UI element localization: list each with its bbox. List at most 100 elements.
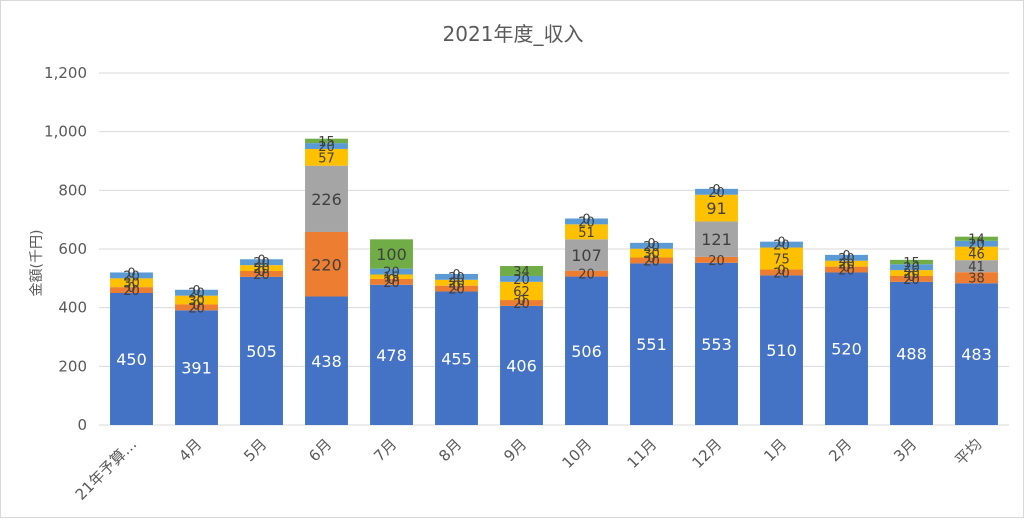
- data-label: 483: [961, 345, 992, 364]
- data-label: 30: [643, 247, 660, 262]
- bar-segment: [565, 276, 608, 425]
- data-label: 20: [773, 239, 790, 254]
- bar-segment: [565, 224, 608, 240]
- data-label: 450: [116, 350, 147, 369]
- gridlines: [99, 72, 1009, 426]
- y-tick-label: 1,000: [44, 123, 87, 141]
- data-label: 20: [448, 271, 465, 286]
- y-tick-label: 0: [77, 416, 87, 434]
- bar-segment: [695, 256, 738, 263]
- data-label: 488: [896, 344, 927, 363]
- bar-segment: [240, 276, 283, 425]
- bar-segment: [955, 272, 998, 284]
- bar-segment: [565, 239, 608, 271]
- data-label: 0: [647, 252, 655, 267]
- bar-segment: [955, 236, 998, 241]
- bar-segment: [760, 275, 803, 425]
- data-label: 20: [448, 277, 465, 292]
- data-label: 20: [643, 240, 660, 255]
- x-tick-label: 平均: [951, 435, 985, 469]
- data-label: 20: [383, 276, 400, 291]
- bar-segment: [955, 283, 998, 425]
- x-tick-label: 1月: [760, 435, 790, 465]
- bar-segment: [630, 242, 673, 249]
- x-tick-label: 11月: [623, 435, 660, 472]
- data-label: 20: [708, 254, 725, 269]
- data-label: 100: [376, 245, 407, 264]
- data-label: 51: [578, 226, 595, 241]
- data-label: 0: [257, 265, 265, 280]
- x-tick-label: 12月: [688, 435, 725, 472]
- data-label: 20: [448, 283, 465, 298]
- data-label: 505: [246, 342, 277, 361]
- bar-segment: [110, 293, 153, 425]
- data-label: 20: [903, 273, 920, 288]
- x-tick-label: 21年予算…: [72, 435, 141, 504]
- bar-segment: [370, 268, 413, 275]
- data-label: 0: [192, 284, 200, 299]
- data-label: 0: [907, 270, 915, 285]
- data-label: 20: [253, 262, 270, 277]
- x-tick-label: 2月: [825, 435, 855, 465]
- data-labels: 4502003020039120030200505200202004382202…: [116, 135, 992, 378]
- bar-segment: [890, 275, 933, 282]
- data-label: 15: [903, 256, 920, 271]
- y-axis-ticks: 0 200 400 600 800 1,000 1,200: [44, 64, 87, 434]
- data-label: 0: [777, 236, 785, 251]
- x-tick-label: 6月: [305, 435, 335, 465]
- bar-segment: [825, 272, 868, 425]
- y-tick-label: 1,200: [44, 64, 87, 82]
- bar-segment: [565, 270, 608, 277]
- data-label: 226: [311, 190, 342, 209]
- data-label: 20: [318, 140, 335, 155]
- data-label: 0: [712, 183, 720, 198]
- data-label: 20: [838, 264, 855, 279]
- data-label: 20: [708, 186, 725, 201]
- data-label: 30: [188, 294, 205, 309]
- data-label: 91: [706, 199, 726, 218]
- bar-segment: [630, 257, 673, 264]
- bar-segment: [695, 194, 738, 222]
- data-label: 20: [123, 284, 140, 299]
- bar-segment: [435, 279, 478, 286]
- data-label: 15: [383, 271, 400, 286]
- bar-segment: [760, 269, 803, 276]
- data-label: 57: [318, 151, 335, 166]
- data-label: 34: [513, 265, 530, 280]
- bar-segment: [955, 240, 998, 247]
- data-label: 46: [968, 247, 985, 262]
- data-label: 406: [506, 356, 537, 375]
- bar-segment: [175, 289, 218, 296]
- data-label: 553: [701, 335, 732, 354]
- x-tick-label: 10月: [558, 435, 595, 472]
- bar-segment: [500, 281, 543, 301]
- data-label: 20: [578, 215, 595, 230]
- bar-segment: [825, 254, 868, 261]
- data-label: 0: [452, 280, 460, 295]
- data-label: 75: [773, 253, 790, 268]
- bar-segment: [175, 304, 218, 311]
- bar-segment: [370, 239, 413, 269]
- bar-segment: [695, 262, 738, 425]
- data-label: 0: [192, 298, 200, 313]
- data-label: 20: [578, 268, 595, 283]
- data-label: 438: [311, 352, 342, 371]
- data-label: 478: [376, 346, 407, 365]
- data-label: 510: [766, 341, 797, 360]
- bar-segment: [890, 264, 933, 271]
- data-label: 20: [513, 273, 530, 288]
- x-tick-label: 5月: [240, 435, 270, 465]
- bar-segment: [370, 278, 413, 285]
- bar-segment: [110, 287, 153, 293]
- bar-segment: [240, 265, 283, 271]
- bar-segment: [955, 260, 998, 273]
- data-label: 0: [842, 249, 850, 264]
- data-label: 0: [777, 264, 785, 279]
- x-axis-ticks: 21年予算… 4月 5月 6月 7月 8月 9月 10月 11月 12月 1月 2月 3月 平均: [72, 435, 986, 504]
- data-label: 20: [513, 297, 530, 312]
- y-axis-label: 金額(千円): [29, 230, 45, 297]
- data-label: 0: [257, 253, 265, 268]
- data-label: 0: [452, 268, 460, 283]
- data-label: 20: [968, 238, 985, 253]
